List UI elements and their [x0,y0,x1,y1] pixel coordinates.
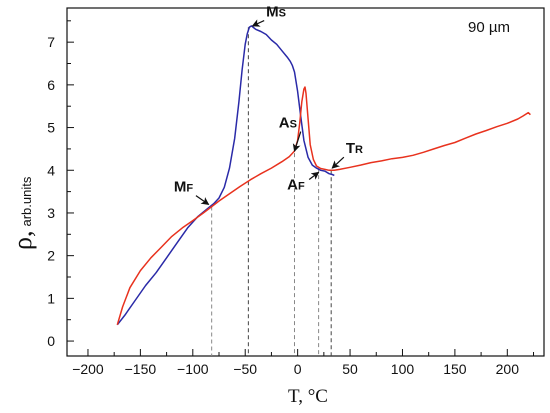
y-tick-label-7: 7 [47,34,55,50]
point-label-TR: TR [346,140,363,157]
point-label-AF: AF [287,176,305,193]
y-tick-label-6: 6 [47,77,55,93]
y-axis-label: ρ, arb.units [8,176,37,250]
y-axis-unit: arb.units [19,176,34,226]
x-tick-label-3: −50 [233,361,257,377]
series-line-cooling [116,25,335,326]
annotation-text: 90 µm [468,19,510,36]
x-axis-label: T, °C [288,386,328,407]
svg-text:ρ,arb.units: ρ, arb.units [8,176,37,250]
y-tick-label-2: 2 [47,248,55,264]
point-labels: MS AS MF TR AF [174,4,363,205]
y-tick-label-3: 3 [47,205,55,221]
x-tick-label-0: −200 [72,361,104,377]
point-label-MF: MF [174,179,194,196]
guide-lines [211,27,332,356]
point-arrow-MF [195,195,210,205]
series-line-heating [116,86,531,326]
plot-frame [66,7,545,357]
axis-ticks: −200 −150 −100 −50 0 50 100 150 200 0 1 2 3 4 5 6 7 [47,20,535,377]
y-tick-label-4: 4 [47,162,55,178]
point-arrow-AS [292,131,302,152]
point-label-MS: MS [266,4,286,21]
x-tick-label-5: 50 [342,361,358,377]
point-arrow-AF [308,171,320,180]
y-axis-symbol: ρ [8,237,37,250]
point-arrow-MS [251,19,265,27]
point-arrow-TR [331,156,345,169]
point-label-AS: AS [279,115,297,132]
x-tick-label-2: −100 [177,361,209,377]
x-tick-label-6: 100 [391,361,415,377]
x-tick-label-8: 200 [496,361,520,377]
y-tick-label-1: 1 [47,290,55,306]
y-tick-label-0: 0 [47,333,55,349]
series-lines [116,25,531,326]
y-axis-comma: , [8,231,37,238]
y-tick-label-5: 5 [47,120,55,136]
x-tick-label-4: 0 [294,361,302,377]
x-tick-label-7: 150 [443,361,467,377]
x-tick-label-1: −150 [125,361,157,377]
